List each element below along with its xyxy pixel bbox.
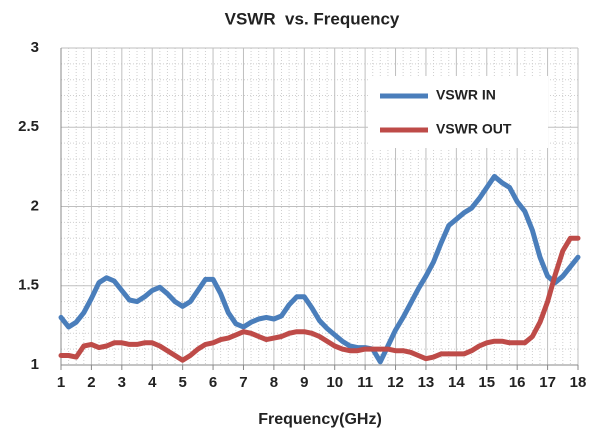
x-tick-label: 1 xyxy=(57,374,65,391)
x-tick-label: 2 xyxy=(87,374,95,391)
legend-label: VSWR IN xyxy=(436,87,496,103)
series-line xyxy=(58,173,581,365)
x-tick-label: 18 xyxy=(570,374,587,391)
y-tick-label: 2 xyxy=(31,197,39,214)
x-tick-label: 3 xyxy=(118,374,126,391)
x-tick-label: 16 xyxy=(509,374,526,391)
x-tick-label: 13 xyxy=(418,374,435,391)
y-tick-label: 3 xyxy=(31,39,39,56)
y-tick-label: 2.5 xyxy=(18,118,39,135)
x-tick-label: 17 xyxy=(539,374,556,391)
x-tick-label: 11 xyxy=(357,374,373,391)
y-tick-label: 1 xyxy=(31,356,39,373)
x-tick-label: 5 xyxy=(178,374,186,391)
y-tick-label: 1.5 xyxy=(18,277,39,294)
x-tick-label: 6 xyxy=(209,374,217,391)
legend-label: VSWR OUT xyxy=(436,121,512,137)
series-line xyxy=(58,235,581,363)
x-tick-label: 10 xyxy=(326,374,343,391)
x-tick-label: 9 xyxy=(300,374,308,391)
x-tick-label: 7 xyxy=(239,374,247,391)
legend-box xyxy=(368,76,548,148)
x-axis-label: Frequency(GHz) xyxy=(258,411,382,428)
x-tick-label: 15 xyxy=(478,374,495,391)
legend: VSWR IN VSWR OUT xyxy=(368,76,548,148)
x-tick-label: 4 xyxy=(148,374,157,391)
x-tick-label: 14 xyxy=(448,374,465,391)
x-tick-label: 8 xyxy=(270,374,278,391)
x-tick-label: 12 xyxy=(387,374,404,391)
chart-title: VSWR vs. Frequency xyxy=(225,9,400,28)
